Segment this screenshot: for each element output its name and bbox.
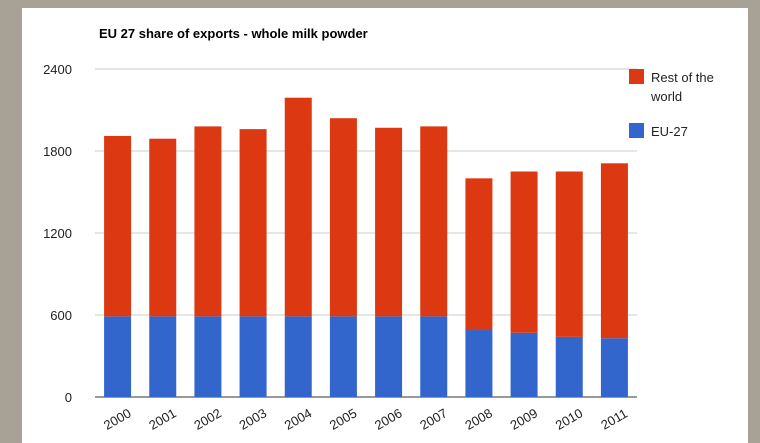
y-axis-labels: 0 600 1200 1800 2400: [43, 62, 72, 405]
bar-rest-of-the-world-2000: [104, 135, 132, 317]
bar-eu-27-2010: [555, 336, 583, 397]
bar-rest-of-the-world-2011: [600, 163, 628, 339]
frame-left: [0, 0, 22, 443]
legend-label: EU-27: [651, 124, 688, 139]
bar-eu-27-2011: [600, 338, 628, 397]
bar-eu-27-2002: [194, 316, 222, 397]
bar-rest-of-the-world-2002: [194, 126, 222, 317]
legend-label: Rest of the: [651, 70, 714, 85]
bar-eu-27-2007: [420, 316, 448, 397]
bar-chart: EU 27 share of exports - whole milk powd…: [43, 26, 714, 433]
x-tick-label: 2007: [417, 405, 450, 432]
x-tick-label: 2006: [372, 405, 405, 432]
bar-rest-of-the-world-2009: [510, 171, 538, 333]
bar-rest-of-the-world-2001: [149, 138, 177, 317]
bar-rest-of-the-world-2007: [420, 126, 448, 317]
frame-right: [748, 0, 760, 443]
y-tick-label: 1200: [43, 226, 72, 241]
frame-top: [0, 0, 760, 8]
x-tick-label: 2009: [508, 405, 541, 432]
x-tick-label: 2001: [146, 405, 179, 432]
chart-title: EU 27 share of exports - whole milk powd…: [99, 26, 368, 41]
x-axis-labels: 2000 2001 2002 2003 2004 2005 2006 2007 2008 2009…: [101, 405, 630, 432]
bar-eu-27-2004: [284, 316, 312, 397]
chart-panel: EU 27 share of exports - whole milk powd…: [22, 8, 748, 443]
x-tick-label: 2010: [553, 405, 586, 432]
legend-swatch: [629, 69, 644, 84]
bar-rest-of-the-world-2006: [375, 127, 403, 317]
x-tick-label: 2002: [191, 405, 224, 432]
gridlines: [95, 68, 637, 398]
x-tick-label: 2000: [101, 405, 134, 432]
x-tick-label: 2004: [282, 405, 315, 432]
bar-eu-27-2005: [329, 316, 357, 397]
y-tick-label: 1800: [43, 144, 72, 159]
x-tick-label: 2005: [327, 405, 360, 432]
x-tick-label: 2011: [598, 406, 630, 433]
bar-rest-of-the-world-2004: [284, 97, 312, 317]
bar-eu-27-2001: [149, 316, 177, 397]
x-tick-label: 2008: [462, 405, 495, 432]
y-tick-label: 600: [50, 308, 72, 323]
bars: [104, 97, 628, 397]
bar-rest-of-the-world-2003: [239, 129, 267, 317]
legend: Rest of the world EU-27: [629, 69, 714, 139]
x-tick-label: 2003: [237, 405, 270, 432]
bar-eu-27-2006: [375, 316, 403, 397]
y-tick-label: 2400: [43, 62, 72, 77]
legend-swatch: [629, 123, 644, 138]
bar-rest-of-the-world-2005: [329, 118, 357, 317]
bar-rest-of-the-world-2010: [555, 171, 583, 337]
bar-eu-27-2003: [239, 316, 267, 397]
bar-eu-27-2009: [510, 332, 538, 397]
bar-eu-27-2000: [104, 316, 132, 397]
bar-eu-27-2008: [465, 330, 493, 397]
bar-rest-of-the-world-2008: [465, 178, 493, 331]
y-tick-label: 0: [65, 390, 72, 405]
legend-label: world: [650, 89, 682, 104]
